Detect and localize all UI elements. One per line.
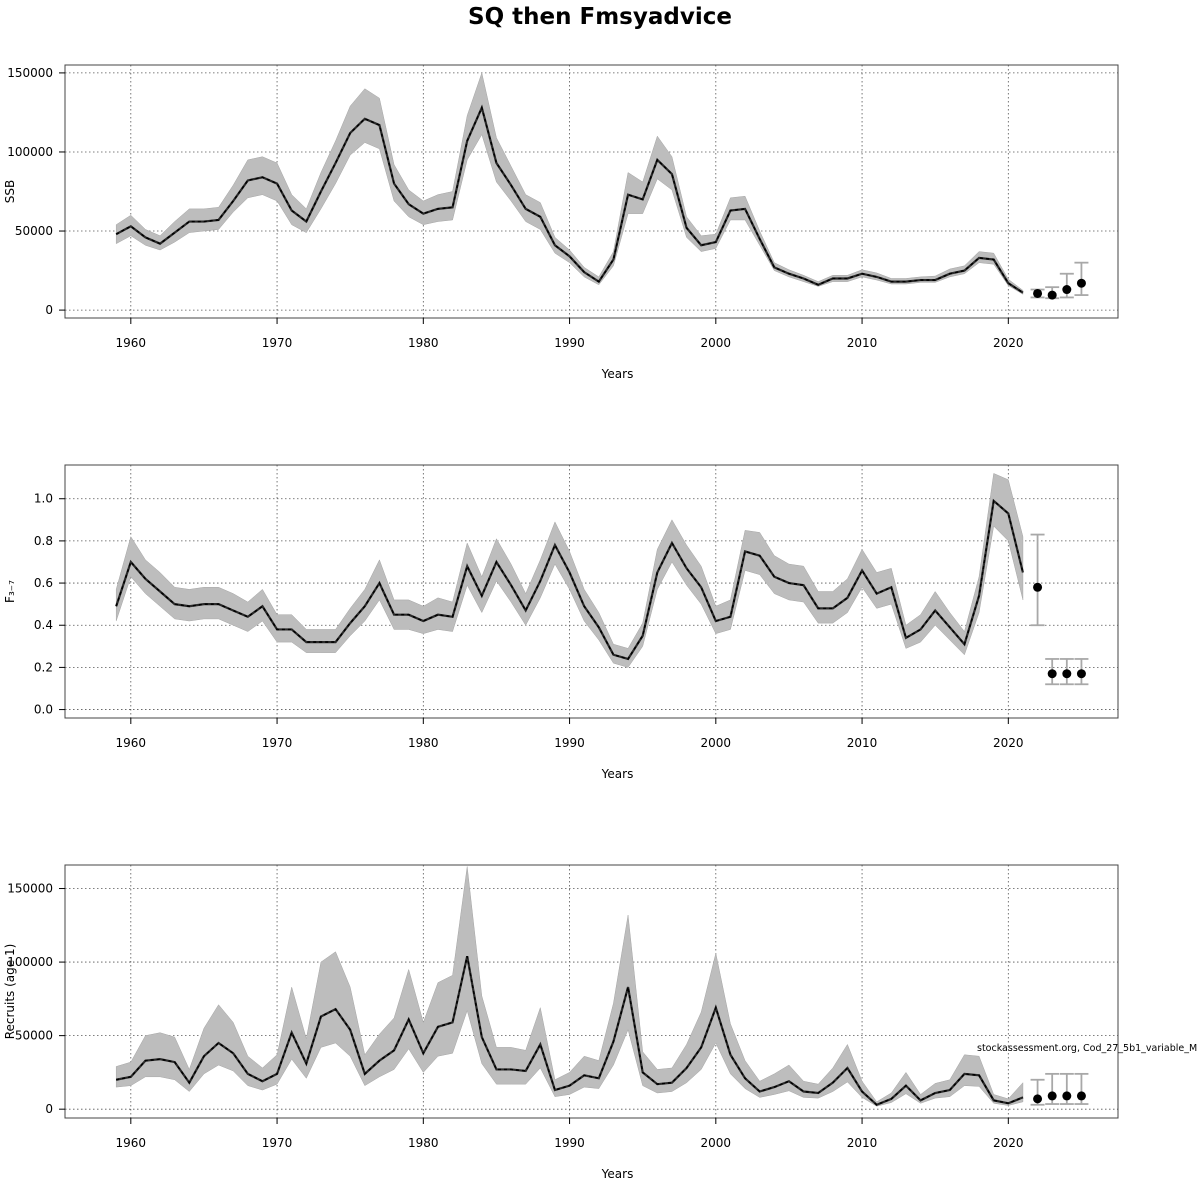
x-tick-label: 1970 [262, 736, 293, 750]
x-tick-label: 2010 [847, 336, 878, 350]
x-tick-label: 2020 [993, 336, 1024, 350]
forecast-point [1047, 1091, 1057, 1101]
y-tick-label: 100000 [7, 955, 53, 969]
y-tick-label: 0.6 [34, 576, 53, 590]
x-tick-label: 1960 [116, 336, 147, 350]
y-tick-label: 0 [45, 303, 53, 317]
y-tick-label: 50000 [15, 224, 53, 238]
x-axis-label: Years [601, 367, 634, 381]
forecast-point [1033, 288, 1043, 298]
estimate-line-dashed [116, 956, 1024, 1106]
x-tick-label: 1990 [554, 736, 585, 750]
x-tick-label: 1990 [554, 1136, 585, 1150]
x-tick-label: 1970 [262, 1136, 293, 1150]
y-tick-label: 100000 [7, 145, 53, 159]
panel-recruits: 1960 1970 1980 1990 2000 2010 2020 0 50000 100000… [3, 864, 1119, 1181]
x-tick-label: 1980 [408, 336, 439, 350]
confidence-band [115, 71, 1024, 295]
plot-frame [64, 464, 1119, 719]
y-tick-label: 150000 [7, 882, 53, 896]
x-tick-label: 2000 [701, 1136, 732, 1150]
y-axis-label: Recruits (age 1) [3, 944, 17, 1040]
forecast-point [1033, 582, 1043, 592]
forecast-point [1033, 1094, 1043, 1104]
forecast-point [1047, 669, 1057, 679]
forecast-point [1076, 1091, 1086, 1101]
panel-ssb: 1960 1970 1980 1990 2000 2010 2020 0 50000 100000… [3, 64, 1119, 381]
y-tick-label: 50000 [15, 1029, 53, 1043]
plot-frame [64, 64, 1119, 319]
credit-text: stockassessment.org, Cod_27_5b1_variable… [977, 1043, 1197, 1054]
y-tick-label: 0.0 [34, 703, 53, 717]
x-tick-label: 1980 [408, 1136, 439, 1150]
x-tick-label: 1960 [116, 736, 147, 750]
y-tick-label: 150000 [7, 66, 53, 80]
y-tick-label: 0.8 [34, 534, 53, 548]
forecast-point [1076, 669, 1086, 679]
y-axis-label: SSB [3, 180, 17, 203]
x-tick-label: 2010 [847, 1136, 878, 1150]
x-tick-label: 2020 [993, 1136, 1024, 1150]
panel-fishing-mortality: 1960 1970 1980 1990 2000 2010 2020 0.0 0.2 0.4 0.6… [3, 464, 1119, 781]
y-axis-label: F₃₋₇ [3, 580, 17, 603]
x-tick-label: 1970 [262, 336, 293, 350]
x-axis-label: Years [601, 767, 634, 781]
x-tick-label: 2010 [847, 736, 878, 750]
forecast-point [1062, 1091, 1072, 1101]
x-tick-label: 2000 [701, 736, 732, 750]
chart-title: SQ then Fmsyadvice [468, 4, 732, 30]
y-tick-label: 1.0 [34, 492, 53, 506]
x-axis-label: Years [601, 1167, 634, 1181]
plot-frame [64, 864, 1119, 1119]
x-tick-label: 1980 [408, 736, 439, 750]
y-tick-label: 0.2 [34, 660, 53, 674]
forecast-point [1076, 278, 1086, 288]
y-tick-label: 0.4 [34, 618, 53, 632]
estimate-line [115, 104, 1024, 294]
x-tick-label: 1960 [116, 1136, 147, 1150]
x-tick-label: 1990 [554, 336, 585, 350]
x-tick-label: 2020 [993, 736, 1024, 750]
estimate-line-dashed [115, 105, 1024, 294]
x-tick-label: 2000 [701, 336, 732, 350]
forecast-point [1062, 669, 1072, 679]
estimate-line-dashed [115, 499, 1024, 660]
y-tick-label: 0 [45, 1102, 53, 1116]
forecast-point [1062, 285, 1072, 295]
confidence-band [115, 866, 1024, 1107]
forecast-point [1047, 290, 1057, 300]
